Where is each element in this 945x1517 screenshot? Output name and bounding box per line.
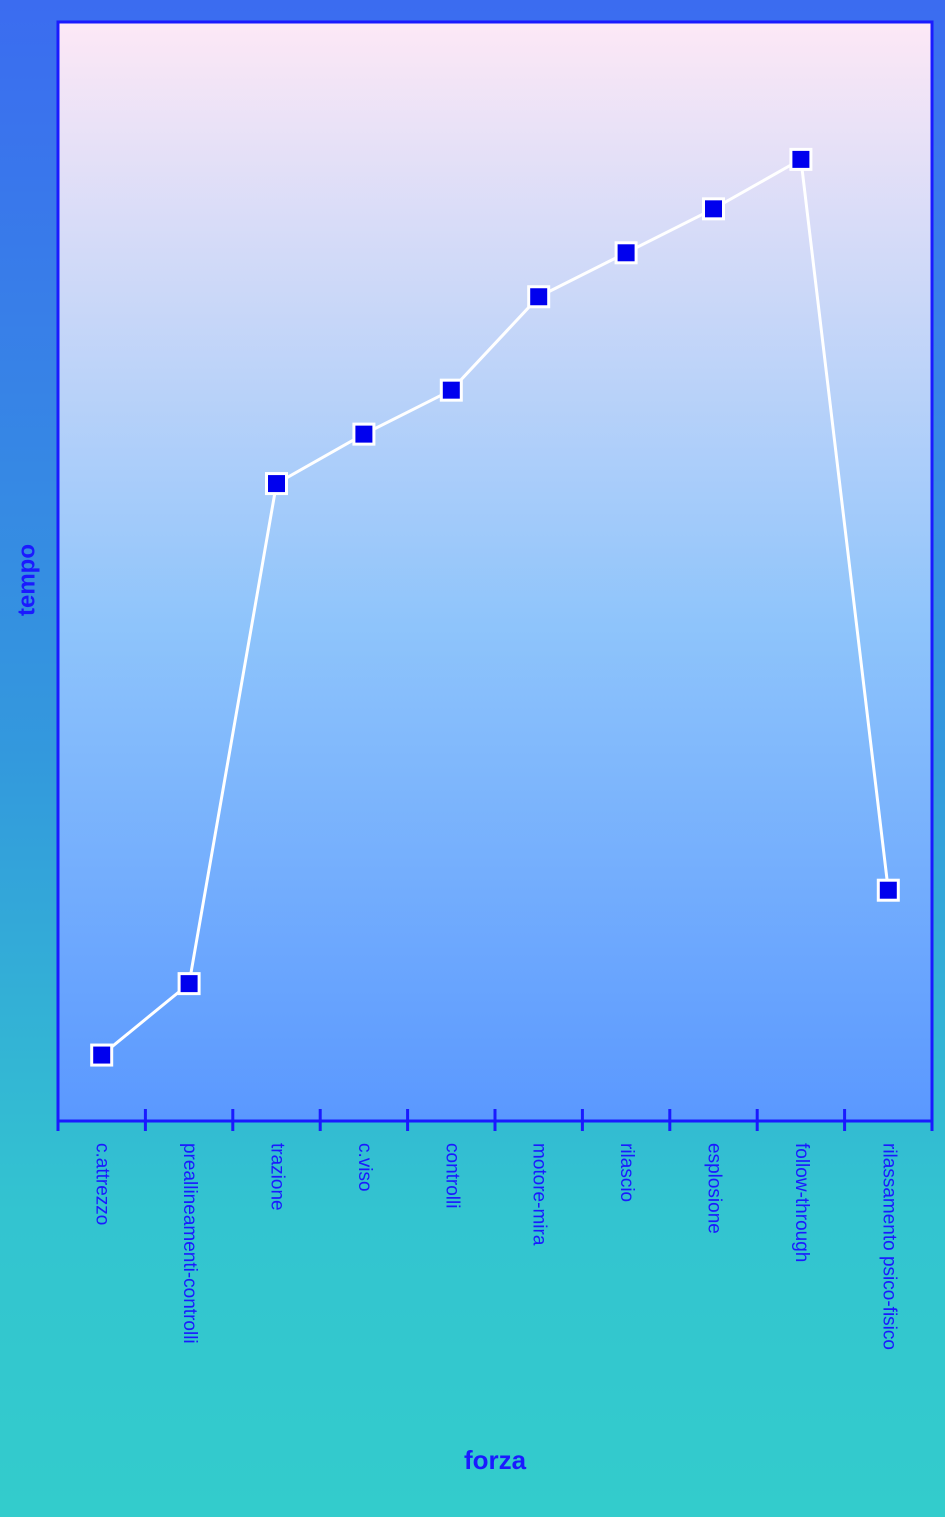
plot-area	[56, 20, 934, 1123]
x-tick-label: trazione	[266, 1143, 287, 1211]
marker	[527, 285, 551, 309]
line	[100, 156, 890, 1057]
x-tick-label: controlli	[441, 1143, 462, 1208]
x-tick-label: preallineamenti-controlli	[179, 1143, 200, 1344]
x-axis-label: forza	[464, 1445, 527, 1475]
x-tick-label: rilassamento psico-fisico	[878, 1143, 899, 1350]
x-tick-label: rilascio	[616, 1143, 637, 1202]
marker	[789, 147, 813, 171]
x-tick-label: c.attrezzo	[92, 1143, 113, 1225]
marker	[876, 878, 900, 902]
marker	[265, 472, 288, 496]
marker	[614, 241, 638, 265]
marker	[702, 197, 725, 221]
y-axis-label: tempo	[13, 544, 40, 616]
marker	[439, 378, 463, 402]
x-tick-label: c.viso	[354, 1143, 375, 1192]
x-tick-label: follow-through	[791, 1143, 812, 1262]
marker	[177, 972, 201, 996]
x-tick-label: motore-mira	[529, 1143, 550, 1246]
x-tick-label: esplosione	[703, 1143, 724, 1234]
marker	[352, 422, 376, 446]
marker	[90, 1043, 114, 1067]
